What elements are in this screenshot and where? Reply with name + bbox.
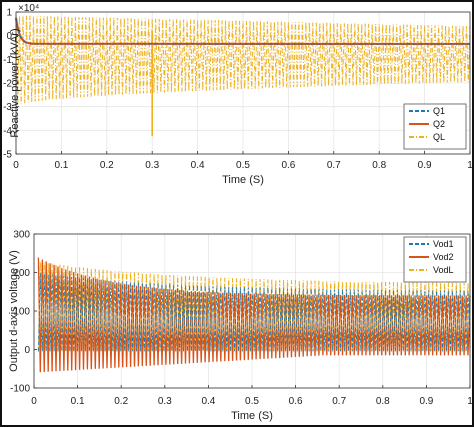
legend-box	[403, 236, 467, 283]
series-Vod1	[38, 273, 471, 352]
x-tick-label: 0.6	[289, 396, 303, 407]
y-tick-label: -4	[3, 126, 12, 137]
series-Q1	[15, 17, 471, 45]
y-axis-label: Output d-axis voltage (V)	[8, 250, 20, 372]
x-tick-label: 0	[13, 160, 19, 171]
x-tick-label: 0.8	[372, 160, 386, 171]
y-tick-label: 1	[6, 8, 12, 19]
legend-label: Q2	[433, 119, 445, 129]
legend-item: Vod2	[409, 252, 454, 262]
legend-item: Q2	[409, 119, 445, 129]
legend-item: Vod1	[409, 239, 454, 249]
x-tick-label: 0.7	[327, 160, 341, 171]
legend: Vod1 Vod2 VodL	[403, 236, 467, 283]
legend-label: Q1	[433, 106, 445, 116]
series-VodL	[37, 261, 471, 352]
y-tick-label: -2	[3, 79, 12, 90]
x-tick-label: 0.5	[245, 396, 259, 407]
x-tick-label: 0.2	[114, 396, 128, 407]
x-tick-label: 0.7	[332, 396, 346, 407]
y-tick-label: 200	[13, 268, 30, 279]
x-tick-label: 0.9	[419, 396, 433, 407]
chart-1: 0 0.1 0.2 0.3 0.4 0.5 0.6 0.7 0.8 0.9 1 1 0 -1 -2 -3 -4 -…	[3, 3, 472, 186]
legend-label: QL	[433, 132, 445, 142]
x-tick-label: 0.3	[145, 160, 159, 171]
x-tick-label: 0.8	[376, 396, 390, 407]
legend: Q1 Q2 QL	[403, 103, 467, 150]
series-Vod2	[37, 257, 471, 373]
y-tick-label: -1	[3, 55, 12, 66]
x-tick-label: 0.1	[54, 160, 68, 171]
legend-item: VodL	[409, 265, 454, 275]
x-tick-label: 0.3	[158, 396, 172, 407]
x-tick-label: 0.4	[191, 160, 205, 171]
x-tick-label: 1	[467, 160, 472, 171]
y-tick-label: -100	[10, 384, 30, 395]
y-tick-label: 300	[13, 230, 30, 241]
x-tick-label: 0.6	[281, 160, 295, 171]
x-axis-label: Time (S)	[222, 174, 264, 186]
y-tick-label: 0	[24, 345, 30, 356]
legend-box	[403, 103, 467, 150]
chart-2: 0 0.1 0.2 0.3 0.4 0.5 0.6 0.7 0.8 0.9 13002001000-…	[8, 230, 472, 423]
y-tick-label: 0	[6, 31, 12, 42]
x-tick-label: 0.4	[201, 396, 215, 407]
x-axis-label: Time (S)	[231, 410, 273, 422]
legend-item: Q1	[409, 106, 445, 116]
legend-label: Vod2	[433, 252, 454, 262]
y-axis-label: Reactive power (kVAr)	[9, 28, 21, 137]
y-tick-label: -3	[3, 102, 12, 113]
legend-label: Vod1	[433, 239, 454, 249]
x-tick-label: 0.9	[418, 160, 432, 171]
x-tick-label: 1	[467, 396, 472, 407]
x-tick-label: 0.1	[71, 396, 85, 407]
legend-item: QL	[409, 132, 445, 142]
y-tick-label: -5	[3, 150, 12, 161]
series-QL	[15, 15, 471, 106]
x-tick-label: 0.2	[100, 160, 114, 171]
legend-label: VodL	[433, 265, 454, 275]
x-tick-label: 0.5	[236, 160, 250, 171]
y-axis-exponent: ×10⁴	[18, 3, 39, 14]
y-tick-label: 100	[13, 307, 30, 318]
x-tick-label: 0	[31, 396, 37, 407]
